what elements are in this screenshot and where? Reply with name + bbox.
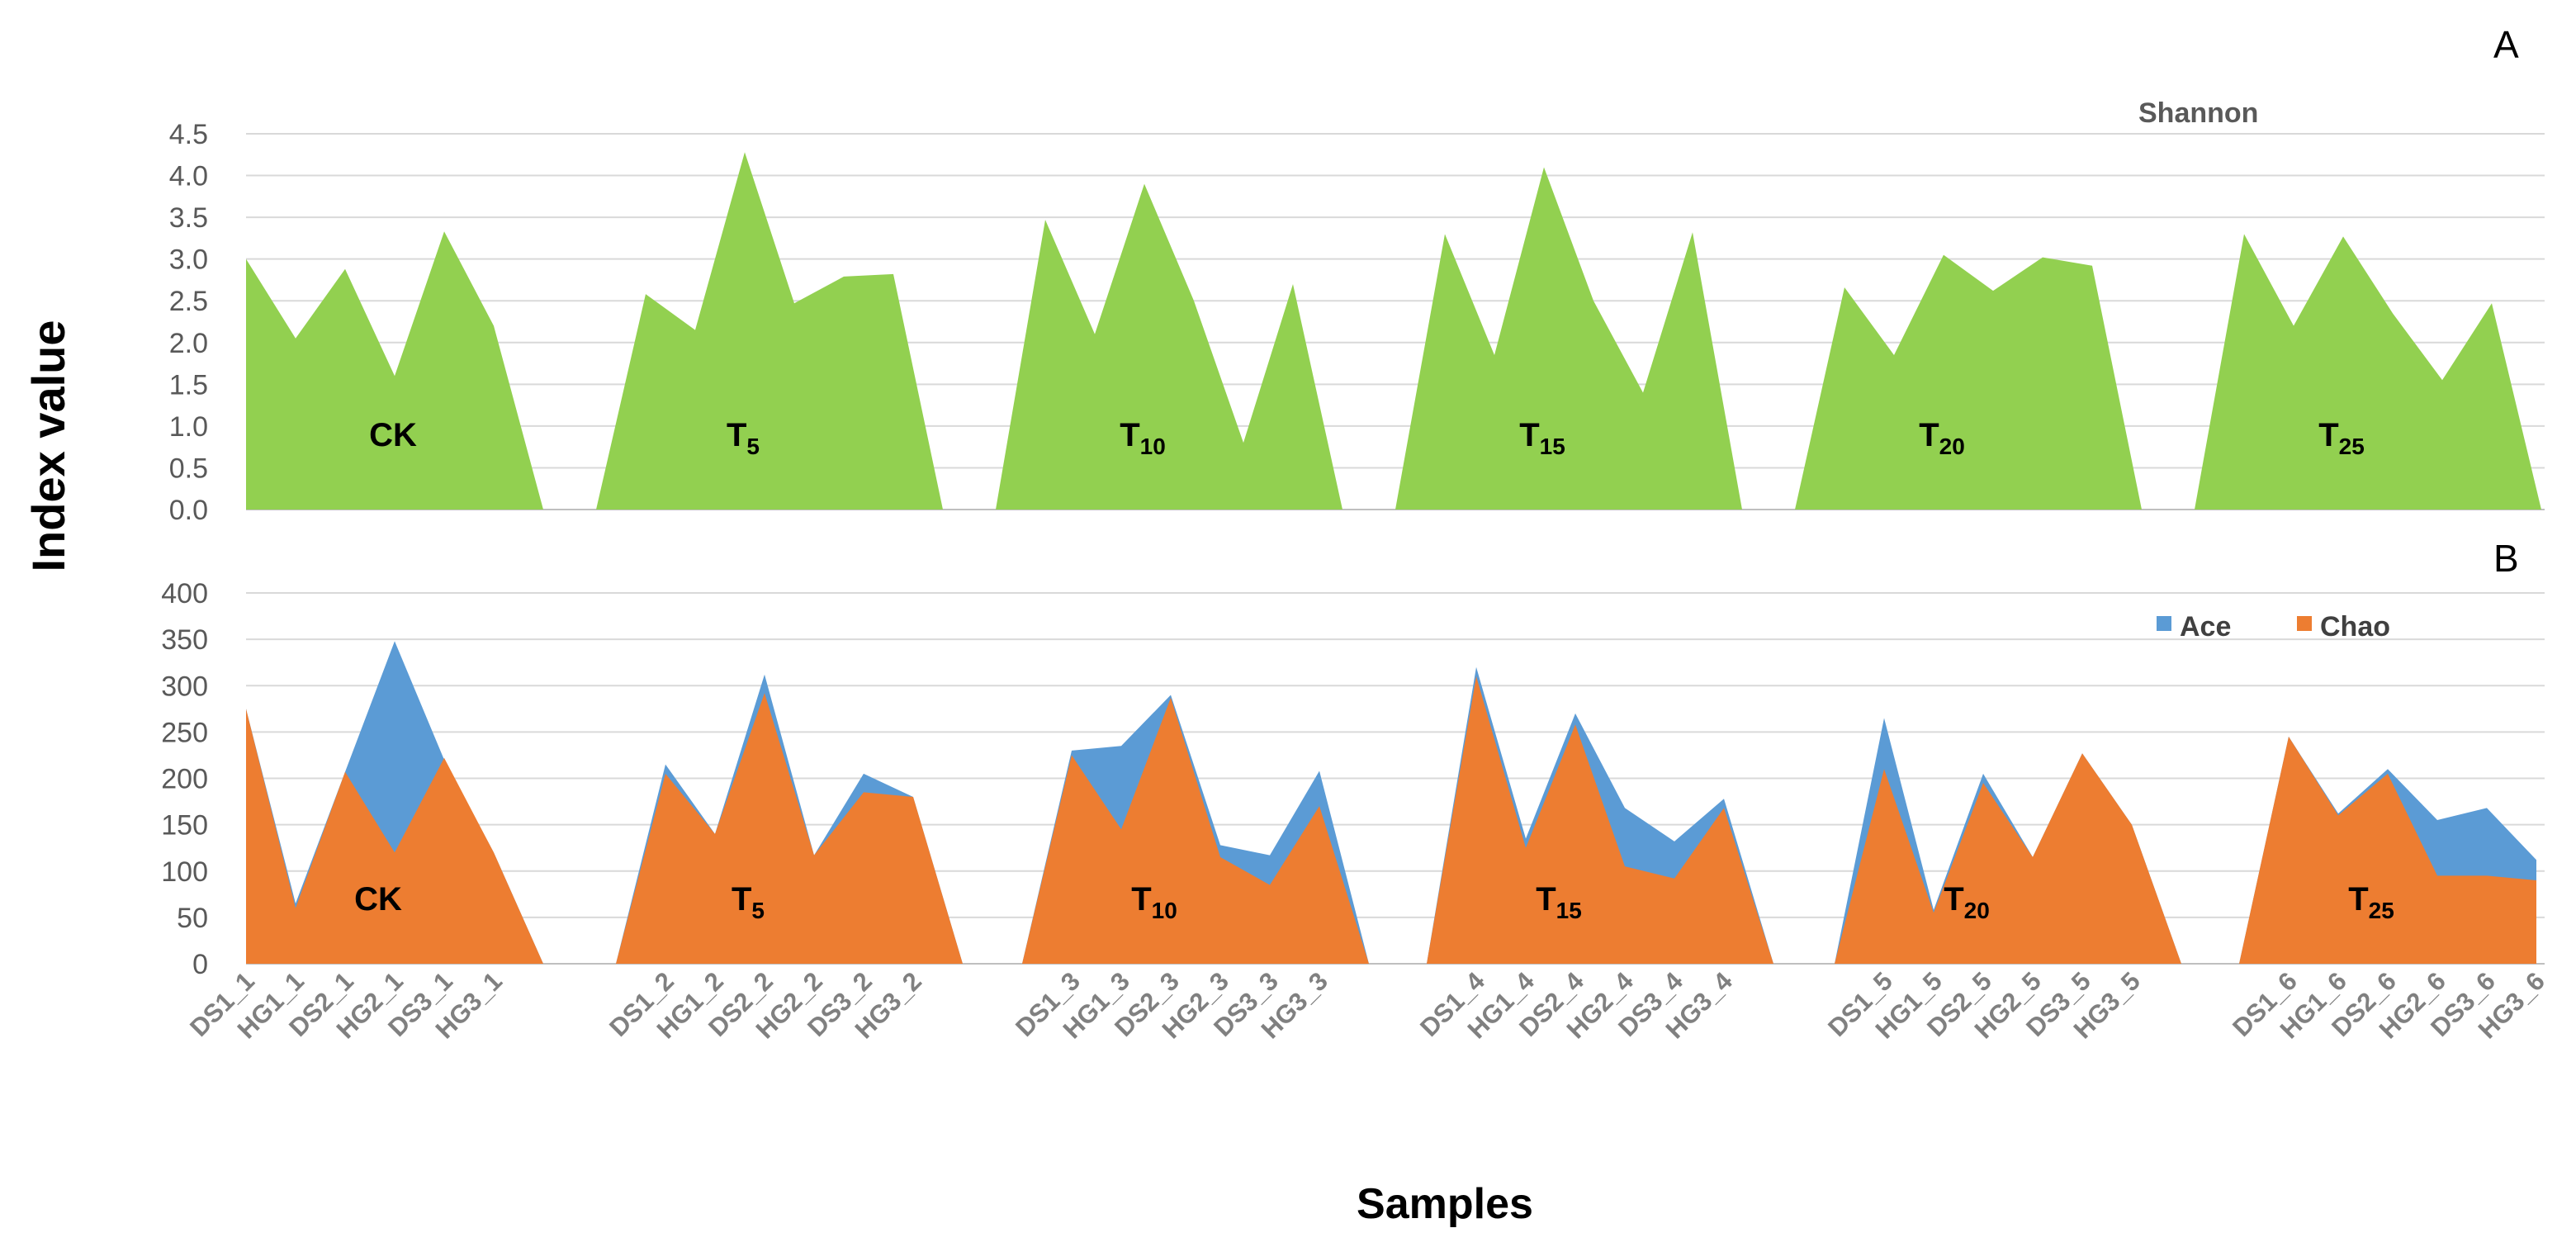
panel-b-group-label: T20 [1944, 881, 1990, 923]
legend-label-chao: Chao [2320, 611, 2390, 642]
chao-area-t10 [1022, 697, 1369, 964]
panel-a-y-tick-label: 2.5 [169, 286, 208, 317]
shannon-area-t5 [596, 152, 943, 510]
shannon-point [1544, 167, 1545, 168]
panel-b-y-ticks: 0 50 100 150 200 250 300 350 400 [161, 578, 208, 980]
shannon-area-t15 [1395, 167, 1742, 510]
panel-b-y-tick-label: 400 [161, 578, 208, 609]
chao-area-t20 [1835, 753, 2181, 964]
panel-a-shannon-chart: 0.00.51.01.52.02.53.03.54.04.5 CK T5 T10 T1… [169, 23, 2545, 526]
panel-a-gridlines [246, 133, 2545, 510]
shannon-point [246, 258, 247, 259]
chao-area-ck [246, 709, 543, 964]
shannon-point [2393, 313, 2394, 314]
panel-a-group-label: CK [369, 417, 417, 453]
shannon-point [2092, 265, 2093, 266]
shannon-point [1844, 287, 1845, 288]
shannon-point [1494, 354, 1495, 355]
panel-a-group-label: T5 [727, 417, 760, 459]
panel-b-y-tick-label: 300 [161, 671, 208, 702]
panel-b-y-tick-label: 150 [161, 810, 208, 842]
panel-a-y-tick-label: 3.5 [169, 202, 208, 234]
panel-b-y-tick-label: 50 [177, 903, 208, 934]
shannon-area-t25 [2195, 234, 2541, 510]
legend-swatch-chao [2297, 616, 2312, 631]
panel-a-y-tick-label: 4.5 [169, 119, 208, 150]
panel-b-y-tick-label: 250 [161, 717, 208, 748]
x-axis-title: Samples [1357, 1180, 1533, 1228]
shannon-point [1894, 354, 1895, 355]
shannon-area-t10 [996, 183, 1342, 510]
panel-b-y-tick-label: 350 [161, 624, 208, 656]
panel-a-y-tick-label: 0.0 [169, 495, 208, 526]
shannon-area-ck [246, 231, 543, 510]
panel-b-y-tick-label: 0 [192, 949, 208, 980]
panel-a-y-tick-label: 2.0 [169, 328, 208, 359]
legend: Ace Chao [2157, 611, 2390, 642]
y-axis-title: Index value [22, 320, 74, 571]
panel-b-y-tick-label: 100 [161, 856, 208, 888]
shannon-point [345, 268, 346, 269]
shannon-point [1144, 183, 1145, 184]
shannon-point [2442, 380, 2443, 381]
shannon-point [1993, 291, 1994, 292]
shannon-area-t20 [1795, 254, 2142, 510]
legend-swatch-ace [2157, 616, 2171, 631]
panel-a-areas [246, 152, 2541, 510]
shannon-point [2492, 303, 2493, 304]
shannon-point [2244, 234, 2245, 235]
panel-b-gridlines [246, 592, 2545, 965]
shannon-point [444, 231, 445, 232]
panel-b-group-label: CK [354, 881, 402, 917]
chao-area-t25 [2239, 736, 2536, 964]
chao-area-t5 [616, 693, 963, 964]
shannon-point [893, 273, 894, 274]
shannon-point [745, 152, 746, 153]
panel-a-y-tick-label: 3.0 [169, 244, 208, 276]
legend-label-ace: Ace [2180, 611, 2231, 642]
shannon-point [844, 276, 845, 277]
panel-a-letter: A [2493, 23, 2519, 66]
panel-a-y-ticks: 0.0 0.5 1.0 1.5 2.0 2.5 3.0 3.5 4.0 4.5 [169, 119, 208, 526]
panel-a-y-tick-label: 0.5 [169, 453, 208, 484]
panel-b-y-tick-label: 200 [161, 764, 208, 795]
shannon-series-label: Shannon [2138, 97, 2258, 129]
panel-b-areas [246, 641, 2536, 964]
shannon-point [2343, 236, 2344, 237]
shannon-point [1293, 284, 1294, 285]
shannon-point [794, 303, 795, 304]
panel-b-letter: B [2493, 537, 2519, 580]
shannon-point [494, 325, 495, 326]
shannon-point [1445, 234, 1446, 235]
chao-area-t15 [1427, 676, 1773, 964]
panel-a-y-tick-label: 4.0 [169, 161, 208, 192]
shannon-point [1643, 392, 1644, 393]
panel-a-y-tick-label: 1.0 [169, 411, 208, 443]
panel-a-y-tick-label: 1.5 [169, 369, 208, 401]
